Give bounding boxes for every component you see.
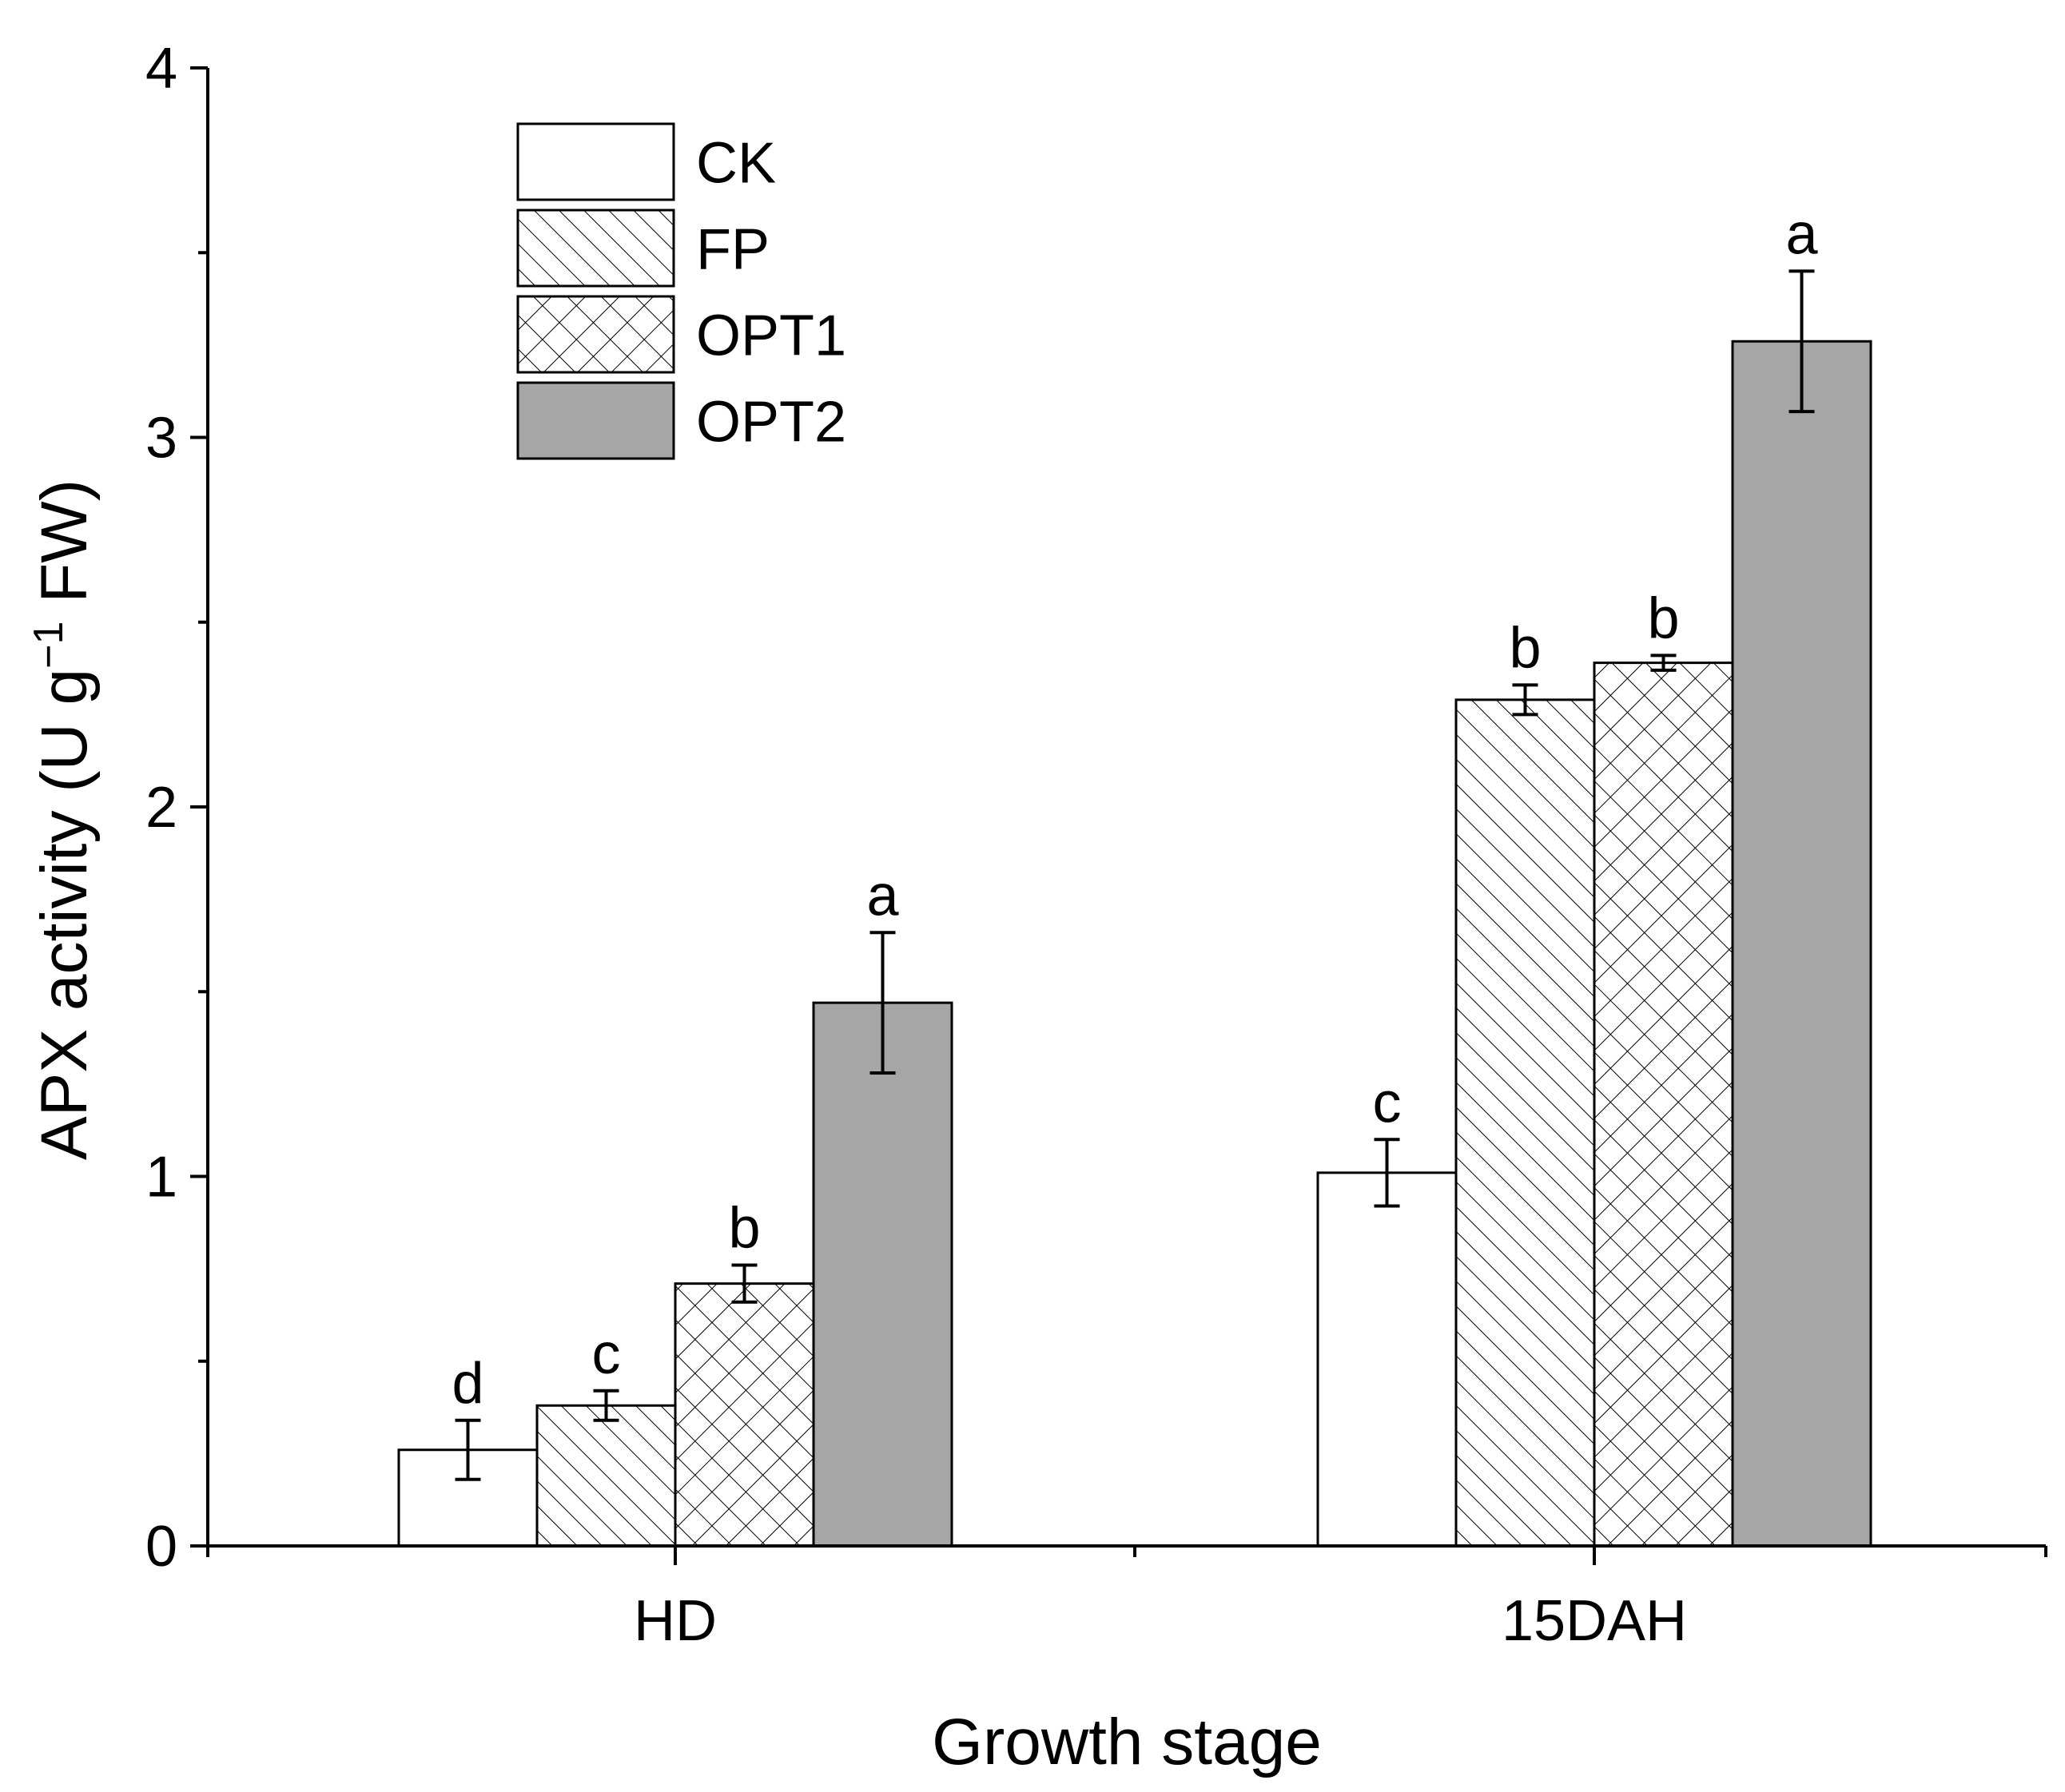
legend-label-opt1: OPT1 bbox=[696, 304, 846, 368]
y-ticks: 0 1 2 3 4 bbox=[145, 37, 208, 1579]
y-tick-label-1: 1 bbox=[145, 1146, 177, 1210]
y-tick-label-3: 3 bbox=[145, 407, 177, 471]
legend-swatch-ck bbox=[518, 124, 674, 200]
bar-opt1-15dah bbox=[1594, 663, 1733, 1546]
legend-swatch-fp bbox=[518, 210, 674, 286]
legend-entry-fp: FP bbox=[518, 210, 770, 286]
sig-letter-fp-15dah: b bbox=[1509, 616, 1541, 680]
x-category-label-15dah: 15DAH bbox=[1502, 1589, 1687, 1653]
sig-letter-opt1-15dah: b bbox=[1647, 586, 1679, 650]
bar-opt2-hd bbox=[814, 1003, 952, 1546]
legend-entry-ck: CK bbox=[518, 124, 776, 200]
legend-entry-opt2: OPT2 bbox=[518, 383, 846, 459]
x-category-label-hd: HD bbox=[634, 1589, 717, 1653]
sig-letter-opt2-15dah: a bbox=[1785, 202, 1818, 266]
legend-label-ck: CK bbox=[696, 132, 776, 196]
bar-opt1-hd bbox=[675, 1284, 814, 1546]
bar-opt2-15dah bbox=[1733, 341, 1871, 1546]
sig-letter-opt2-hd: a bbox=[866, 864, 899, 928]
legend-entry-opt1: OPT1 bbox=[518, 296, 846, 372]
sig-letter-fp-hd: c bbox=[592, 1322, 621, 1386]
y-axis-title-superscript: −1 bbox=[26, 622, 72, 669]
x-ticks: HD 15DAH bbox=[208, 1546, 2046, 1653]
bar-ck-15dah bbox=[1318, 1173, 1456, 1546]
legend-label-fp: FP bbox=[696, 218, 770, 282]
bar-fp-15dah bbox=[1456, 700, 1594, 1546]
y-axis-title: APX activity (U g−1 FW) bbox=[26, 479, 101, 1160]
y-tick-label-0: 0 bbox=[145, 1515, 177, 1579]
sig-letter-ck-hd: d bbox=[452, 1352, 483, 1416]
sig-letter-opt1-hd: b bbox=[728, 1197, 760, 1261]
legend-swatch-opt2 bbox=[518, 383, 674, 459]
apx-bar-chart: d c c b b b a a 0 1 2 3 4 HD 15DAH APX activity (U g… bbox=[0, 0, 2065, 1792]
sig-letter-ck-15dah: c bbox=[1373, 1071, 1402, 1134]
legend-swatch-opt1 bbox=[518, 296, 674, 372]
y-tick-label-4: 4 bbox=[145, 37, 177, 101]
x-axis-title: Growth stage bbox=[932, 1706, 1322, 1778]
legend-label-opt2: OPT2 bbox=[696, 391, 846, 455]
y-tick-label-2: 2 bbox=[145, 776, 177, 840]
legend: CK FP OPT1 OPT2 bbox=[518, 124, 846, 459]
bar-fp-hd bbox=[537, 1405, 675, 1546]
